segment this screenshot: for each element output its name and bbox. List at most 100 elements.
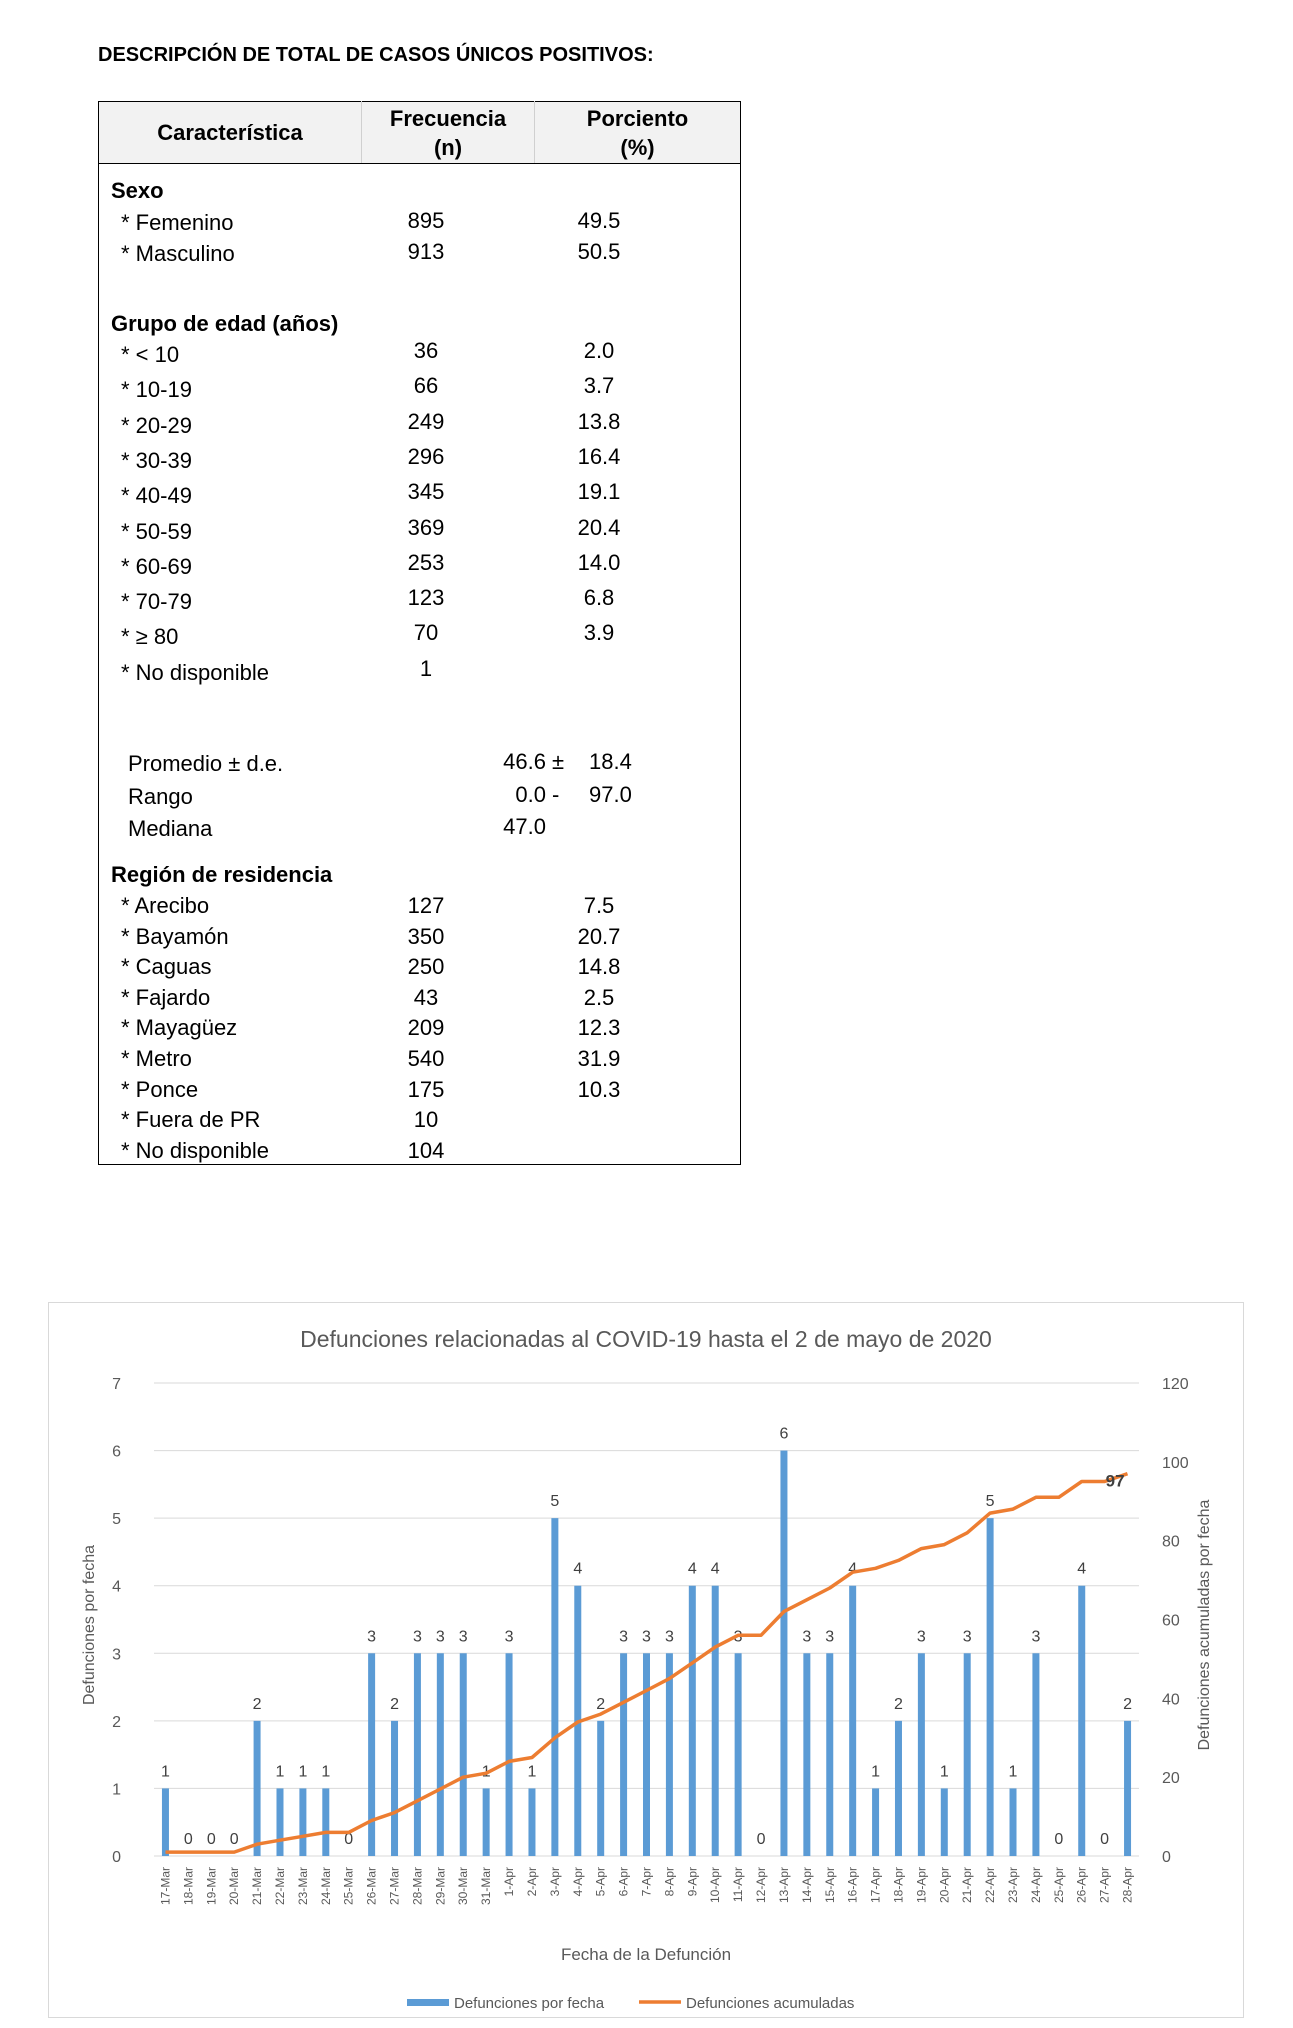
bar-data-label: 6 [779,1426,788,1443]
x-tick-label: 8-Apr [662,1867,676,1896]
y-tick-label: 1 [112,1781,121,1798]
bar [482,1788,490,1856]
row-percent: 49.5 [577,208,621,233]
bar-data-label: 3 [367,1628,376,1645]
row-frequency: 296 [407,443,445,469]
section-heading-sexo: Sexo [111,178,164,203]
bar [368,1653,376,1856]
section-heading-age: Grupo de edad (años) [111,311,339,336]
bar [849,1585,857,1856]
row-label: * Metro [121,1046,192,1071]
bar-data-label: 0 [184,1831,193,1848]
x-tick-label: 20-Mar [227,1867,241,1905]
row-frequency: 127 [407,893,445,918]
bar [551,1518,559,1856]
row-frequency: 895 [407,208,445,233]
stat-label: Mediana [128,816,213,841]
bar [528,1788,536,1856]
stat-value-b: 97.0 [589,781,632,807]
stat-value: 0.0 [515,781,546,807]
bar [665,1653,673,1856]
bar-data-label: 3 [665,1628,674,1645]
bar [872,1788,880,1856]
bar-data-label: 3 [825,1628,834,1645]
stat-label: Rango [128,783,193,809]
x-tick-label: 30-Mar [456,1867,470,1905]
bar-data-label: 3 [642,1628,651,1645]
bar [391,1720,399,1856]
bar [276,1788,284,1856]
bar [1032,1653,1040,1856]
row-frequency: 10 [413,1107,439,1133]
x-tick-label: 12-Apr [754,1867,768,1903]
bar-data-label: 3 [963,1628,972,1645]
bar-data-label: 3 [917,1628,926,1645]
bar [1124,1720,1132,1856]
x-tick-label: 20-Apr [937,1867,951,1903]
deaths-chart-svg: Defunciones relacionadas al COVID-19 has… [81,1326,1213,2012]
bar [940,1788,948,1856]
bar [161,1788,169,1856]
row-frequency: 350 [407,923,445,949]
x-tick-label: 24-Mar [319,1867,333,1905]
bar [826,1653,834,1856]
y-tick-label: 2 [112,1714,121,1731]
bar-data-label: 3 [1031,1628,1040,1645]
bar-data-label: 1 [1009,1763,1018,1780]
bar [459,1653,467,1856]
x-tick-label: 28-Apr [1121,1867,1135,1903]
x-tick-label: 17-Mar [158,1867,172,1905]
cumulative-line [165,1472,1129,1854]
row-percent: 6.8 [583,585,615,611]
row-label: * Mayagüez [121,1015,238,1041]
row-percent: 16.4 [577,443,621,469]
x-tick-label: 21-Apr [960,1867,974,1903]
x-tick-label: 7-Apr [640,1867,654,1896]
bar-data-label: 1 [321,1763,330,1780]
header-characteristic: Característica [98,101,362,164]
row-percent: 31.9 [577,1046,621,1071]
y-tick-label: 4 [112,1579,121,1596]
x-tick-label: 1-Apr [502,1867,516,1896]
row-percent: 3.9 [583,620,615,646]
stat-label: Promedio ± d.e. [128,751,284,776]
row-frequency: 249 [407,408,445,434]
row-percent: 3.7 [583,373,615,399]
row-label: * Ponce [121,1076,199,1102]
row-frequency: 209 [407,1015,445,1041]
x-tick-label: 29-Mar [433,1867,447,1905]
row-frequency: 540 [407,1046,445,1071]
bar-data-label: 1 [871,1763,880,1780]
row-label: * < 10 [121,342,180,367]
document-title: DESCRIPCIÓN DE TOTAL DE CASOS ÚNICOS POS… [98,44,654,66]
bar-data-label: 3 [505,1628,514,1645]
row-frequency: 913 [407,239,445,264]
header-percent: Porciento (%) [534,101,741,164]
row-percent: 14.0 [577,549,621,575]
x-tick-label: 22-Apr [983,1867,997,1903]
row-percent: 50.5 [577,239,621,264]
x-tick-label: 31-Mar [479,1867,493,1905]
stat-separator: - [552,781,560,807]
bar-data-label: 3 [436,1628,445,1645]
row-label: * Masculino [121,241,235,266]
x-tick-label: 26-Mar [365,1867,379,1905]
legend-bar-label: Defunciones por fecha [454,1995,605,2012]
row-percent: 10.3 [577,1076,621,1102]
row-label: * 50-59 [121,518,192,544]
x-tick-label: 2-Apr [525,1867,539,1896]
bar [299,1788,307,1856]
bar [917,1653,925,1856]
x-tick-label: 18-Apr [891,1867,905,1903]
bar-data-label: 0 [344,1831,353,1848]
bar-data-label: 5 [550,1493,559,1510]
x-tick-label: 25-Mar [342,1867,356,1905]
row-frequency: 70 [413,620,439,646]
bar-data-label: 4 [848,1561,857,1578]
x-tick-label: 13-Apr [777,1867,791,1903]
bar [620,1653,628,1856]
row-label: * 70-79 [121,589,192,615]
bar-data-label: 2 [894,1696,903,1713]
x-tick-label: 22-Mar [273,1867,287,1905]
row-frequency: 345 [407,479,445,505]
